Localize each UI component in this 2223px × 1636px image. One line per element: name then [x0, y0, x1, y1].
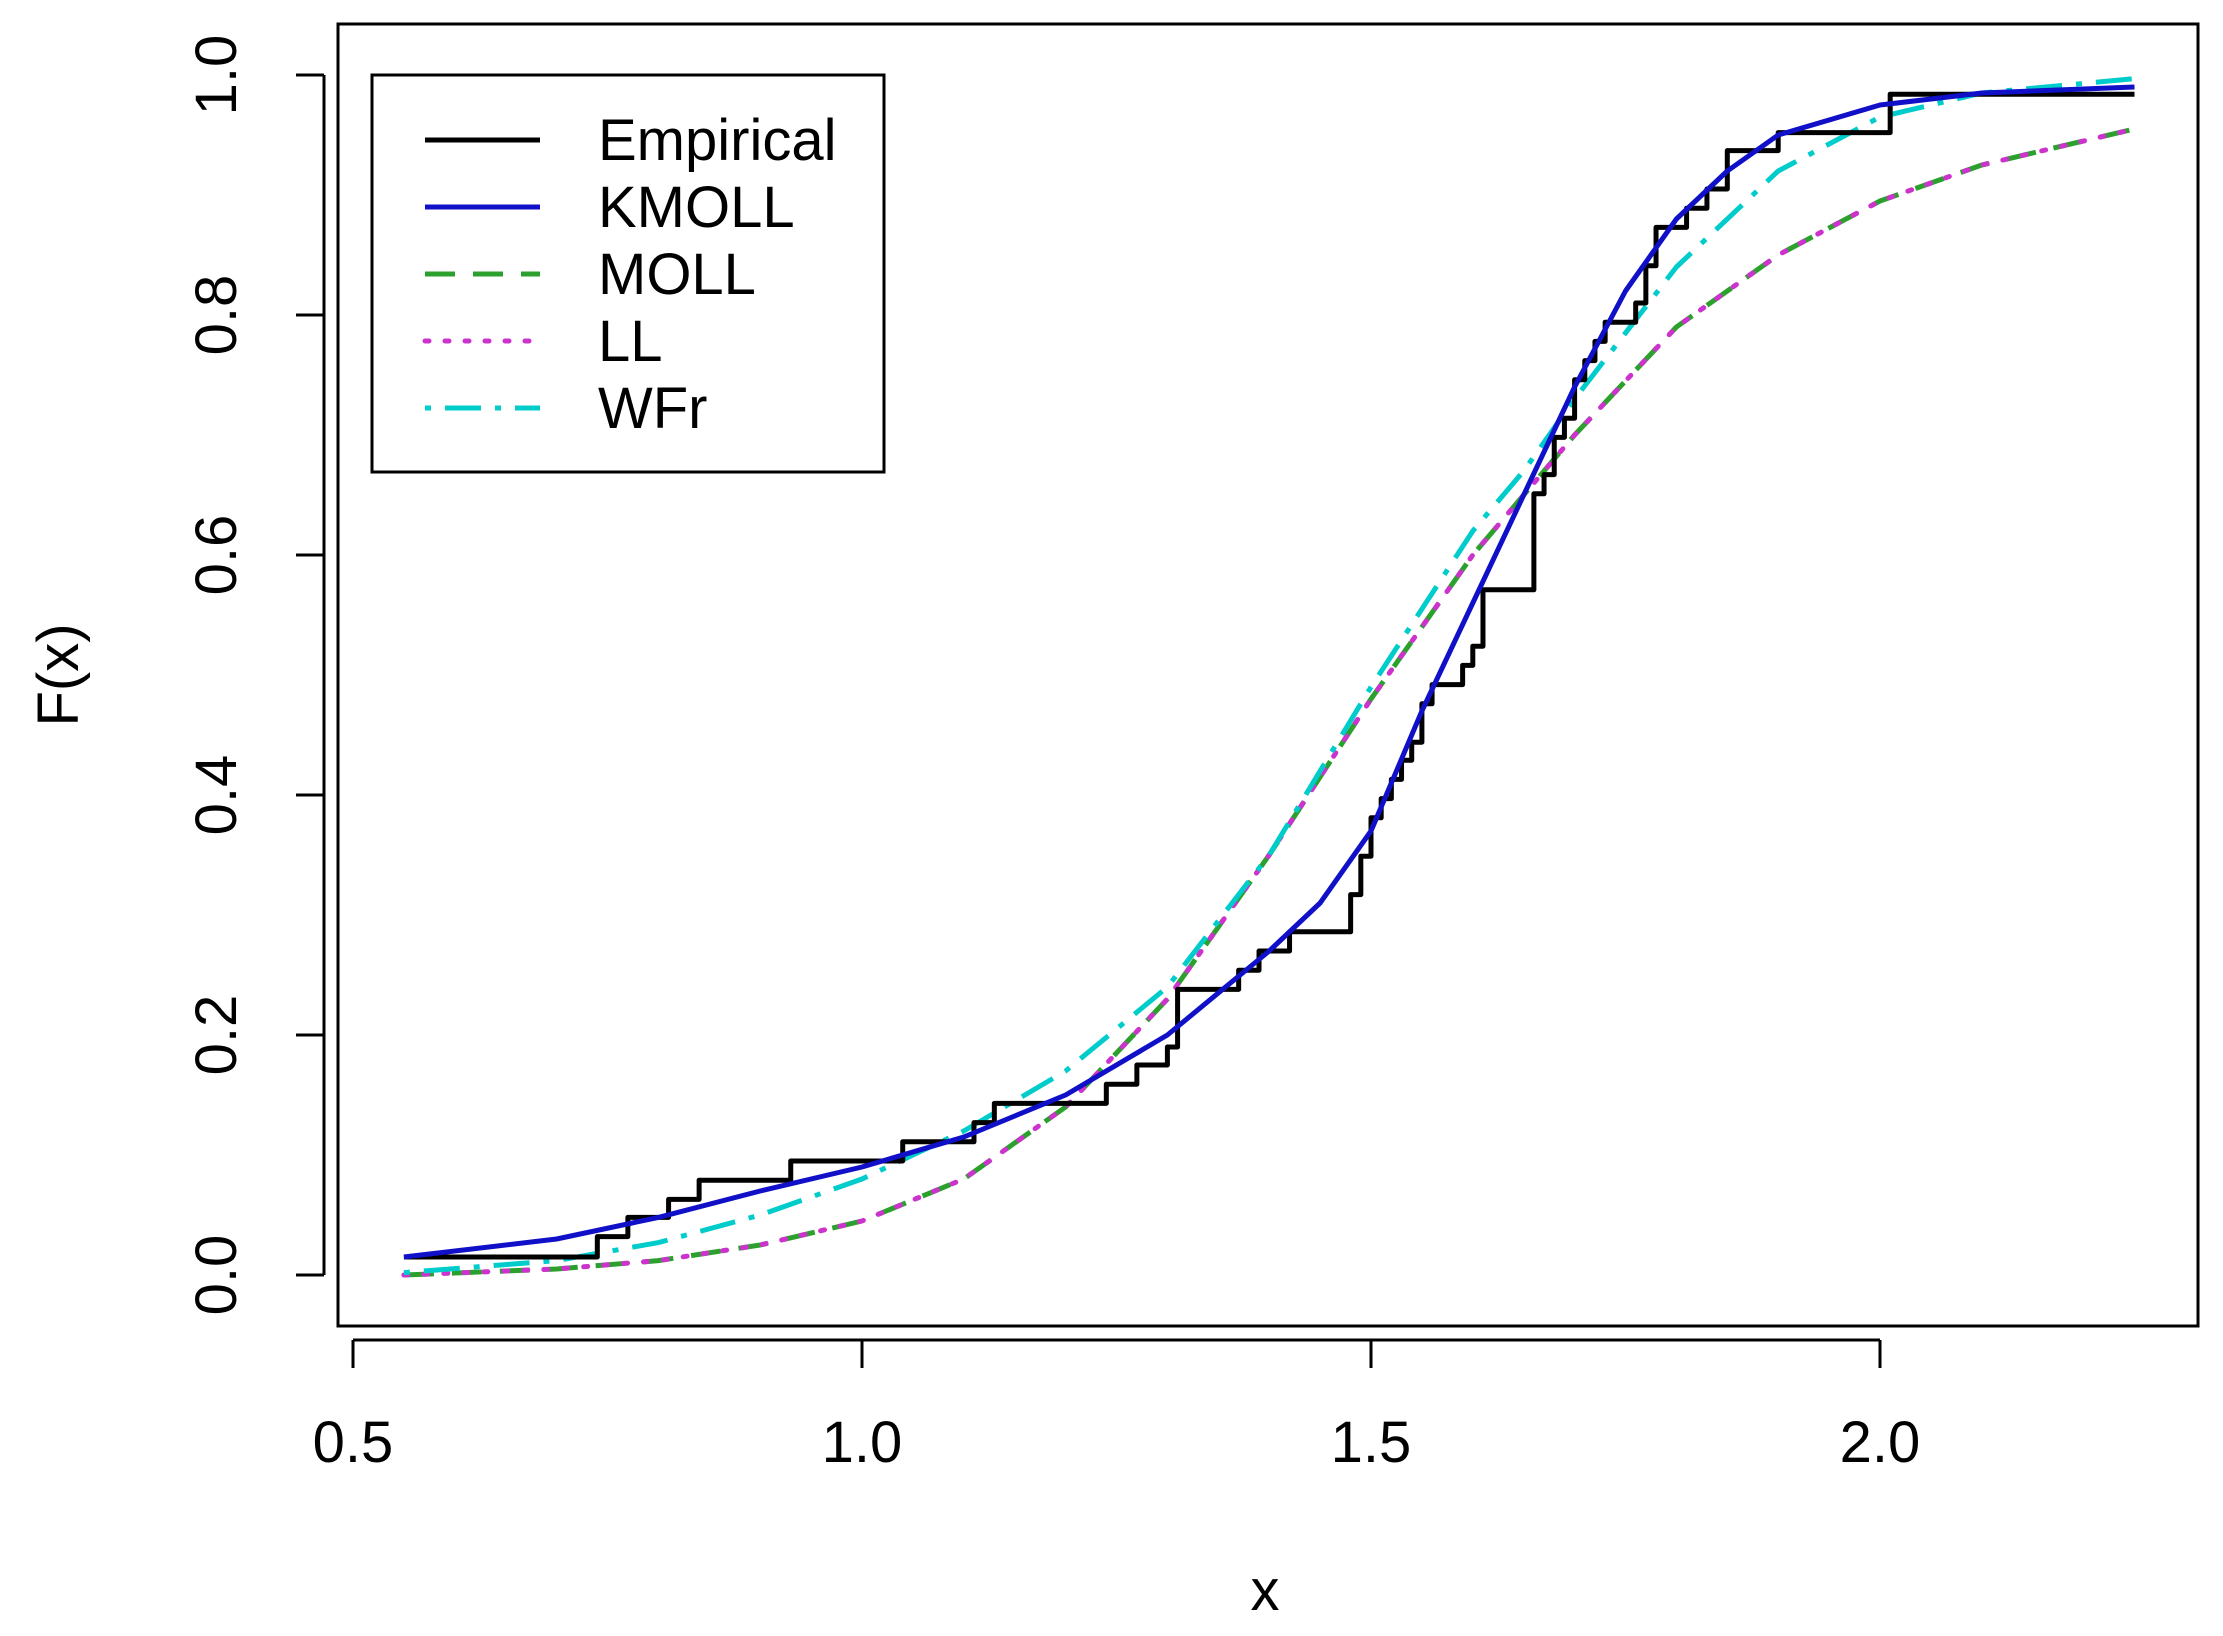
- series-line-ll: [401, 126, 2137, 1278]
- x-tick-label: 1.5: [1331, 1410, 1412, 1475]
- y-axis-title: F(x): [26, 623, 91, 726]
- series-line-kmoll: [403, 84, 2135, 1260]
- series-layer: [401, 76, 2137, 1278]
- y-tick-label: 0.8: [184, 275, 249, 356]
- x-axis-title: x: [1251, 1558, 1280, 1623]
- legend-label-moll: MOLL: [598, 242, 756, 307]
- series-line-wfr: [403, 76, 2135, 1276]
- x-tick-label: 1.0: [822, 1410, 903, 1475]
- axes: 0.5 1.0 1.5 2.0 0.0 0.2 0.4 0.6 0.8 1.0: [184, 35, 1920, 1475]
- y-tick-label: 1.0: [184, 35, 249, 116]
- x-tick-label: 2.0: [1840, 1410, 1921, 1475]
- y-tick-label: 0.4: [184, 755, 249, 836]
- y-tick-label: 0.6: [184, 515, 249, 596]
- series-line-empirical: [403, 91, 2135, 1260]
- legend-label-ll: LL: [598, 309, 663, 374]
- x-tick-label: 0.5: [313, 1410, 394, 1475]
- legend-label-wfr: WFr: [598, 376, 708, 441]
- legend-label-empirical: Empirical: [598, 108, 837, 173]
- y-tick-label: 0.2: [184, 995, 249, 1076]
- y-tick-label: 0.0: [184, 1235, 249, 1316]
- plot-box: [336, 22, 2200, 1328]
- legend-label-kmoll: KMOLL: [598, 175, 795, 240]
